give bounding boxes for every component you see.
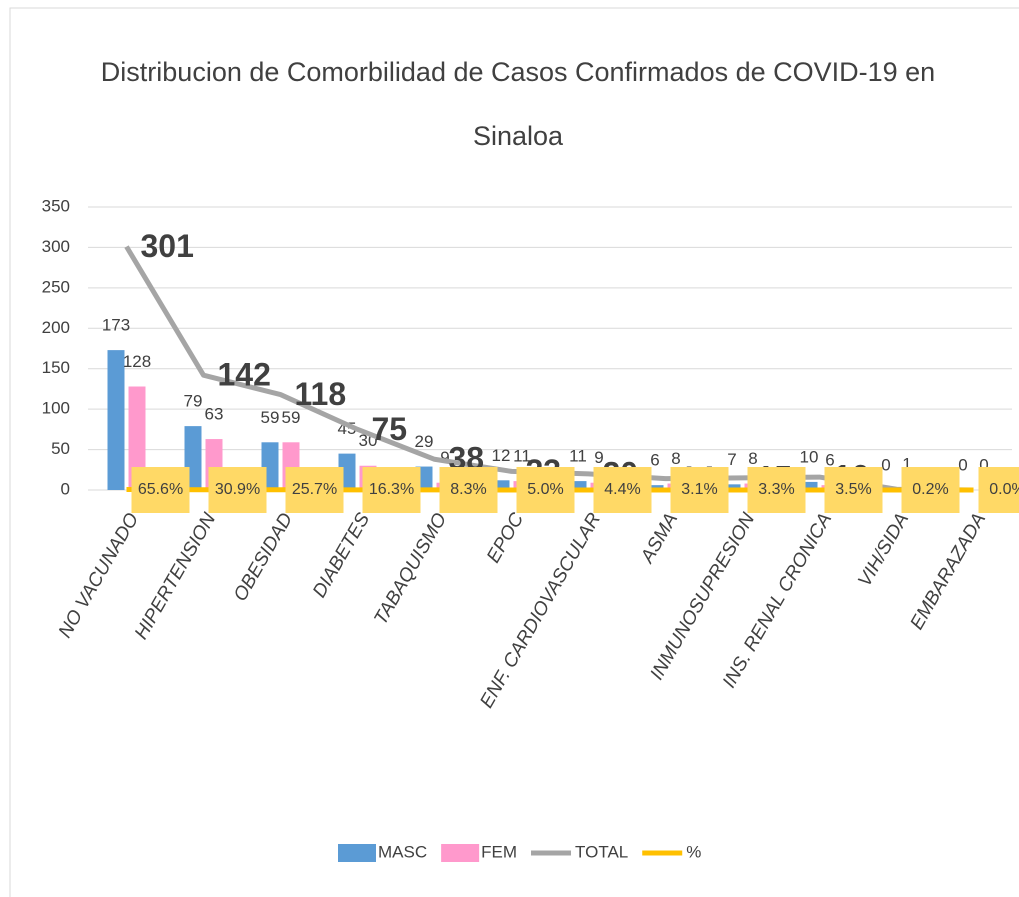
y-tick-label: 350 [42,196,70,215]
data-label: 301 [141,228,194,264]
data-label: 25.7% [292,481,337,498]
data-label: 3.1% [681,481,717,498]
data-label: 142 [218,357,271,393]
data-label: 8.3% [450,481,486,498]
data-label: 4.4% [604,481,640,498]
y-tick-label: 150 [42,358,70,377]
data-label: 59 [282,408,301,427]
y-tick-label: 0 [61,479,70,498]
data-label-box [131,467,190,513]
y-tick-label: 200 [42,318,70,337]
chart-title: Distribucion de Comorbilidad de Casos Co… [101,57,935,87]
data-label: 10 [800,447,819,466]
data-label-box [670,467,729,513]
x-tick-label: ASMA [637,510,683,568]
legend-label: TOTAL [575,842,628,861]
data-label: 11 [513,447,531,466]
data-label: 8 [671,449,680,468]
data-label: 59 [261,408,280,427]
data-label-box [824,467,883,513]
chart-border [9,7,1019,897]
data-label: 9 [440,448,449,467]
legend-swatch [441,844,480,862]
data-label: 7 [727,450,736,469]
data-label: 65.6% [138,481,183,498]
data-label-box [362,467,421,513]
bar [800,481,818,490]
data-label: 3.3% [758,481,794,498]
bar [128,386,146,490]
data-label-box [747,467,806,513]
x-tick-label: EPOC [483,509,528,566]
data-label-box [901,467,960,513]
data-label: 3.5% [835,481,871,498]
data-label: 75 [372,411,408,447]
data-label: 0.2% [912,481,948,498]
y-tick-label: 100 [42,399,70,418]
data-label: 63 [205,405,224,424]
data-label: 9 [594,448,603,467]
data-label: 12 [492,446,511,465]
data-label: 6 [825,451,834,470]
data-label: 0.0% [989,481,1019,498]
data-label-box [516,467,575,513]
y-tick-label: 50 [51,439,70,458]
x-tick-label: VIH/SIDA [854,510,913,591]
data-label-box [439,467,498,513]
data-label: 29 [415,432,434,451]
x-tick-label: OBESIDAD [230,509,297,605]
data-label: 16.3% [369,481,414,498]
data-label: 79 [184,392,203,411]
legend-label: MASC [378,842,427,861]
data-label: 1 [902,455,911,474]
data-label-box [593,467,652,513]
data-label: 11 [569,447,587,466]
legend-swatch [338,844,376,862]
y-tick-label: 300 [42,237,70,256]
bar [107,350,125,490]
y-tick-label: 250 [42,277,70,296]
data-label-box [285,467,344,513]
x-tick-label: TABAQUISMO [370,509,451,628]
data-label: 0 [958,455,967,474]
x-tick-label: NO VACUNADO [55,509,144,641]
bar [723,484,741,490]
chart-title: Sinaloa [473,121,564,151]
data-label: 0 [979,455,988,474]
legend-label: % [686,842,701,861]
bar [492,480,510,490]
bar [569,481,587,490]
x-tick-label: EMBARAZADA [907,510,991,634]
data-label: 8 [748,449,757,468]
data-label-box [978,467,1019,513]
x-tick-label: DIABETES [309,509,374,601]
data-label-box [208,467,267,513]
data-label: 5.0% [527,481,563,498]
data-label: 6 [650,451,659,470]
data-label: 118 [295,376,347,412]
data-label: 30.9% [215,481,260,498]
data-label: 128 [123,352,151,371]
data-label: 0 [881,455,890,474]
x-tick-label: HIPERTENSION [131,509,220,643]
legend-label: FEM [481,842,517,861]
data-label: 173 [102,316,130,335]
